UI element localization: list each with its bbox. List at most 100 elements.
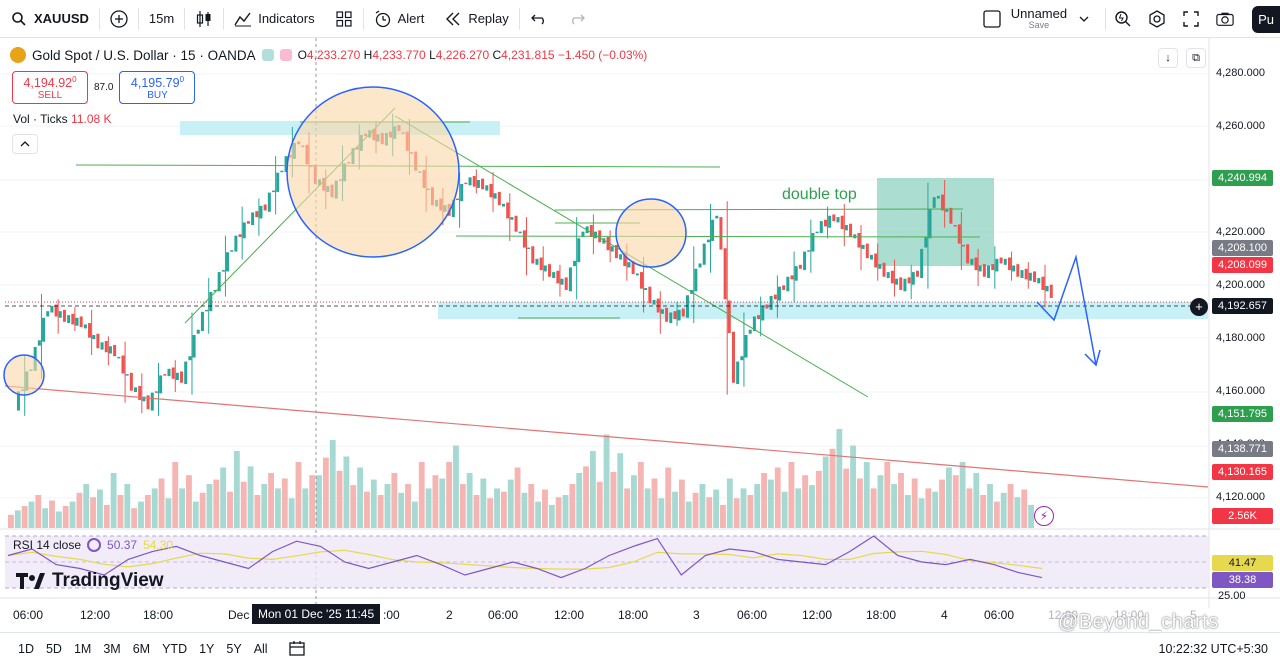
candle-body (899, 277, 903, 290)
candle-body (221, 270, 225, 272)
close-label: C (492, 48, 502, 62)
range-button-1m[interactable]: 1M (73, 642, 92, 656)
volume-legend[interactable]: Vol · Ticks 11.08 K (13, 112, 112, 126)
price-chart[interactable] (0, 38, 1280, 638)
undo-button[interactable] (520, 0, 558, 38)
volume-bar (28, 501, 35, 528)
low-value: 4,226.270 (435, 48, 490, 62)
plus-circle-icon (110, 9, 128, 28)
layout-checkbox-icon[interactable] (983, 10, 1001, 28)
range-button-all[interactable]: All (253, 642, 268, 656)
buy-button[interactable]: 4,195.790 BUY (119, 71, 196, 104)
interval-button[interactable]: 15m (139, 0, 184, 38)
candle-body (627, 262, 631, 268)
volume-bar (186, 475, 192, 528)
lightning-icon[interactable]: ⚡ (1034, 506, 1054, 526)
range-button-1d[interactable]: 1D (18, 642, 34, 656)
sell-button[interactable]: 4,194.920 SELL (12, 71, 88, 104)
volume-bar (781, 491, 788, 528)
volume-bar (774, 467, 781, 528)
rsi-ma-value: 54.30 (143, 538, 174, 552)
publish-button[interactable]: Pu (1252, 5, 1280, 33)
settings-gear-icon[interactable] (1148, 10, 1166, 28)
rsi-legend[interactable]: RSI 14 close 50.37 54.30 (13, 538, 173, 552)
volume-bar (90, 497, 97, 528)
volume-bar (651, 478, 658, 528)
top-toolbar: XAUUSD 15m Indicators Alert (0, 0, 1280, 38)
replay-button[interactable]: Replay (434, 0, 518, 38)
volume-bar (192, 501, 199, 528)
volume-bar (405, 484, 411, 528)
time-axis-tick: 06:00 (984, 608, 1015, 622)
redo-button[interactable] (558, 0, 596, 38)
indicators-icon (234, 10, 252, 28)
range-button-ytd[interactable]: YTD (162, 642, 188, 656)
candle-body (660, 309, 664, 314)
camera-icon[interactable] (1216, 10, 1234, 28)
templates-button[interactable] (325, 0, 363, 38)
chevron-down-icon[interactable] (1075, 10, 1093, 28)
legend-title[interactable]: Gold Spot / U.S. Dollar · 15 · OANDA (32, 47, 256, 63)
candle-body (514, 215, 518, 232)
candle-body (54, 304, 58, 317)
candle-body (79, 316, 83, 328)
volume-bar (21, 506, 28, 528)
range-button-6m[interactable]: 6M (132, 642, 151, 656)
compare-button[interactable] (100, 0, 138, 38)
candle-body (924, 236, 928, 248)
candle-body (92, 335, 96, 339)
arrow-down-icon[interactable]: ↓ (1158, 48, 1178, 68)
rsi-low-tick: 25.00 (1218, 590, 1246, 602)
volume-bar (377, 495, 384, 528)
candle-body (1024, 268, 1028, 280)
clock[interactable]: 10:22:32 UTC+5:30 (1158, 642, 1268, 656)
alert-button[interactable]: Alert (364, 0, 435, 38)
grid-lines (0, 73, 1208, 499)
volume-bar (350, 485, 357, 528)
quick-search-icon[interactable] (1114, 10, 1132, 28)
double-top-annotation[interactable]: double top (782, 186, 857, 203)
maximize-pane-icon[interactable]: ⧉ (1186, 48, 1206, 68)
candle-body (882, 262, 886, 277)
volume-bar (261, 484, 268, 528)
candle-body (251, 212, 255, 226)
layout-name-button[interactable]: Unnamed Save (1011, 6, 1067, 31)
chart-type-button[interactable] (185, 0, 223, 38)
rsi-ma-line (7, 549, 1043, 570)
range-button-1y[interactable]: 1Y (199, 642, 215, 656)
indicators-button[interactable]: Indicators (224, 0, 324, 38)
replay-label: Replay (468, 11, 509, 26)
candle-body (242, 222, 246, 239)
range-button-5d[interactable]: 5D (45, 642, 62, 656)
collapse-legend-button[interactable] (12, 134, 38, 154)
candle-body (1003, 258, 1007, 265)
candle-body (209, 291, 213, 312)
candle-body (46, 311, 50, 317)
range-button-3m[interactable]: 3M (103, 642, 121, 656)
volume-bar (110, 473, 117, 528)
time-axis-tick: 06:00 (737, 608, 768, 622)
candle-body (828, 215, 832, 228)
volume-bar (336, 470, 343, 528)
divider (223, 7, 225, 30)
last-price-plus-icon[interactable]: + (1190, 298, 1208, 316)
symbol-search[interactable]: XAUUSD (0, 0, 99, 38)
candle-body (284, 156, 288, 173)
fullscreen-icon[interactable] (1182, 10, 1200, 28)
candle-body (815, 231, 819, 234)
candle-body (100, 342, 104, 350)
candle-body (276, 172, 280, 192)
candle-body (736, 361, 740, 385)
candle-body (108, 346, 112, 354)
volume-bar (357, 467, 364, 528)
candle-body (485, 185, 489, 191)
volume-bar (268, 473, 275, 528)
tv-logo-icon (16, 573, 45, 589)
range-button-5y[interactable]: 5Y (226, 642, 242, 656)
search-icon (10, 10, 28, 28)
volume-bar (583, 466, 589, 528)
high-value: 4,233.770 (372, 48, 426, 62)
candle-body (280, 170, 284, 173)
volume-bar (747, 495, 754, 528)
date-range-icon[interactable] (288, 639, 306, 660)
